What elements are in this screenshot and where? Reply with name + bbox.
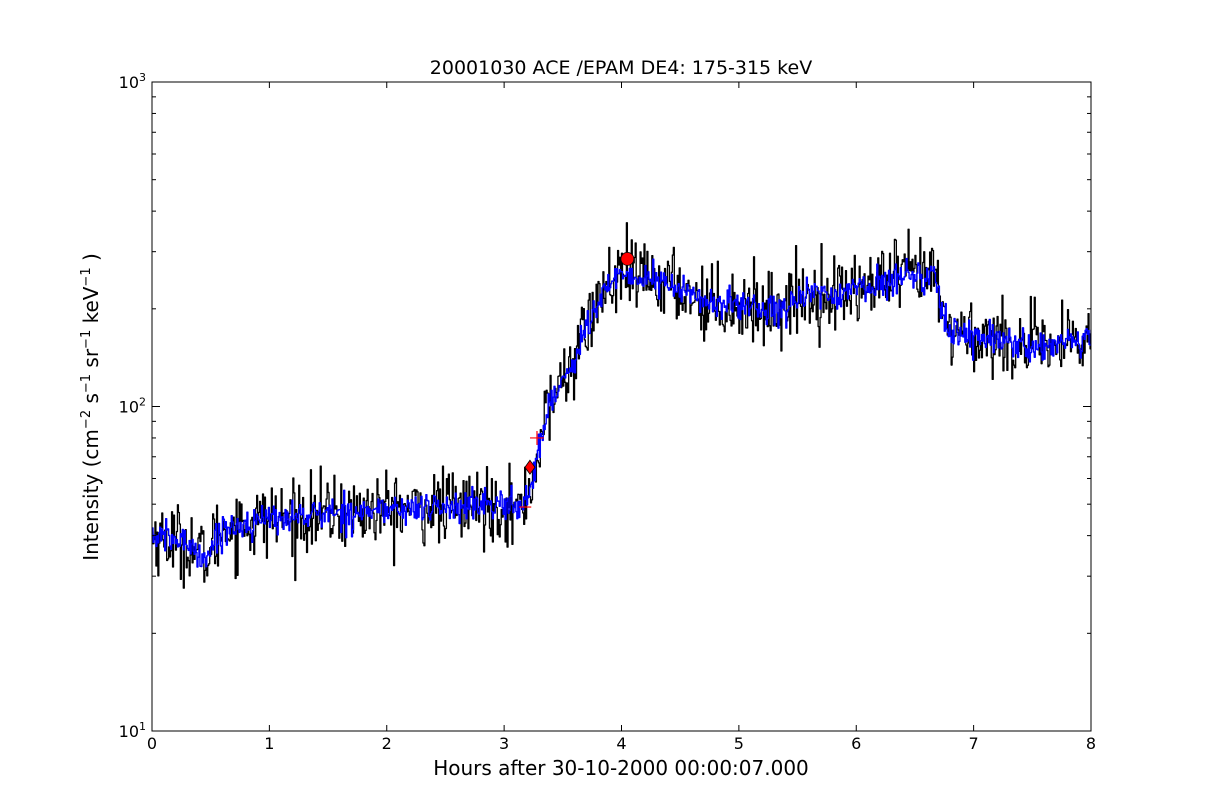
y-axis-label-part: sr: [79, 348, 103, 374]
x-tick-label: 3: [499, 734, 509, 753]
x-tick-label: 6: [851, 734, 861, 753]
plot-area: [152, 82, 1091, 731]
x-tick-label: 0: [147, 734, 157, 753]
marker-layer: [519, 252, 635, 508]
y-axis-label-sup: −1: [79, 267, 94, 286]
series-layer: [152, 222, 1091, 589]
y-tick-label: 101: [119, 720, 146, 741]
y-axis-label-sup: −1: [79, 330, 94, 349]
plot-frame: [151, 81, 1092, 732]
peak-marker: [620, 252, 635, 266]
y-axis-label-sup: −1: [79, 374, 94, 393]
chart-title: 20001030 ACE /EPAM DE4: 175-315 keV: [430, 57, 812, 79]
onset-marker: [524, 459, 536, 475]
plus-marker: [529, 430, 544, 445]
y-axis-label-sup: −2: [79, 410, 94, 429]
tick-layer: 0 1 2 3 4 5 6 7 8 101 102 103: [119, 71, 1096, 753]
y-tick-label: 102: [119, 396, 146, 417]
y-axis-label-part: keV: [79, 286, 103, 330]
y-axis-label-part: ): [79, 253, 103, 267]
x-tick-label: 1: [264, 734, 274, 753]
x-tick-label: 7: [969, 734, 979, 753]
x-tick-label: 8: [1086, 734, 1096, 753]
y-axis-label: Intensity (cm−2 s−1 sr−1 keV−1 ): [79, 253, 103, 561]
x-tick-label: 5: [734, 734, 744, 753]
y-axis-label-part: Intensity (cm: [79, 429, 103, 561]
series-line-smoothed: [152, 257, 1091, 568]
y-tick-label: 103: [119, 71, 146, 92]
x-tick-label: 2: [382, 734, 392, 753]
x-tick-label: 4: [616, 734, 626, 753]
y-axis-label-part: s: [79, 393, 103, 410]
x-axis-label: Hours after 30-10-2000 00:00:07.000: [433, 756, 809, 780]
